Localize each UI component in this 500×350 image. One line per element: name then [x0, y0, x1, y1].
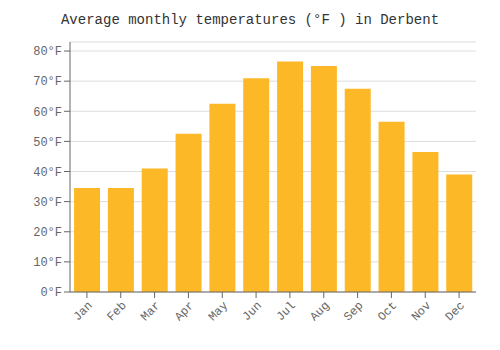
svg-text:50°F: 50°F	[33, 136, 62, 150]
svg-text:May: May	[206, 299, 231, 324]
svg-text:Jan: Jan	[71, 299, 96, 324]
svg-text:Sep: Sep	[341, 299, 366, 324]
svg-text:Nov: Nov	[409, 299, 434, 324]
svg-text:20°F: 20°F	[33, 226, 62, 240]
svg-text:60°F: 60°F	[33, 106, 62, 120]
svg-text:10°F: 10°F	[33, 256, 62, 270]
svg-text:70°F: 70°F	[33, 75, 62, 89]
svg-text:Jul: Jul	[274, 299, 299, 324]
svg-text:Apr: Apr	[172, 299, 197, 324]
svg-text:80°F: 80°F	[33, 45, 62, 59]
svg-text:Oct: Oct	[375, 299, 400, 324]
svg-text:40°F: 40°F	[33, 166, 62, 180]
html-text:Average monthly temperatures (: Average monthly temperatures (°F ) in De…	[61, 12, 439, 28]
svg-text:Aug: Aug	[307, 299, 332, 324]
svg-text:Dec: Dec	[443, 299, 468, 324]
svg-text:Feb: Feb	[104, 299, 129, 324]
svg-text:0°F: 0°F	[40, 286, 62, 300]
svg-text:30°F: 30°F	[33, 196, 62, 210]
svg-text:Mar: Mar	[138, 299, 163, 324]
svg-text:Jun: Jun	[240, 299, 265, 324]
